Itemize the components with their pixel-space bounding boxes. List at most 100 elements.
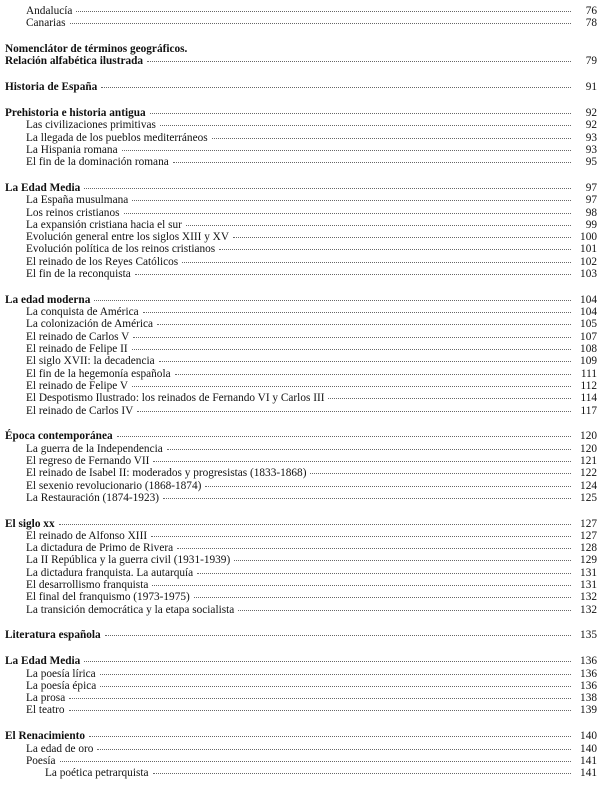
entry-title: La guerra de la Independencia xyxy=(26,442,163,455)
dot-leader xyxy=(238,609,571,611)
page-number: 114 xyxy=(580,392,597,405)
page-number: 93 xyxy=(585,131,597,144)
entry-title: El fin de la dominación romana xyxy=(26,156,169,169)
dot-leader xyxy=(205,485,571,487)
page-number: 129 xyxy=(580,554,597,567)
page-number: 92 xyxy=(585,106,597,119)
toc-entry: La colonización de América 105 xyxy=(0,318,600,330)
toc-entry: El reinado de Alfonso XIII 127 xyxy=(0,530,600,542)
page-number: 104 xyxy=(580,306,597,319)
entry-title: El desarrollismo franquista xyxy=(26,579,149,592)
dot-leader xyxy=(84,187,571,189)
page-number: 132 xyxy=(580,591,597,604)
toc-section: La Edad Media 97 La España musulmana 97 Los … xyxy=(0,182,600,280)
entry-title: Poesía xyxy=(26,754,56,767)
toc-entry: La dictadura franquista. La autarquía 131 xyxy=(0,567,600,579)
toc-heading: El siglo xx 127 xyxy=(0,518,600,530)
page-number: 140 xyxy=(580,742,597,755)
dot-leader xyxy=(101,87,571,89)
page-number: 127 xyxy=(580,517,597,530)
toc-entry: La llegada de los pueblos mediterráneos 9… xyxy=(0,132,600,144)
page-number: 124 xyxy=(580,479,597,492)
dot-leader xyxy=(100,685,571,687)
toc-entry: La poesía épica 136 xyxy=(0,680,600,692)
page-number: 140 xyxy=(580,730,597,743)
page-number: 141 xyxy=(580,767,597,780)
page-number: 136 xyxy=(580,655,597,668)
toc-entry: El reinado de Felipe V 112 xyxy=(0,380,600,392)
entry-title: Relación alfabética ilustrada xyxy=(5,55,144,68)
page-number: 98 xyxy=(585,206,597,219)
dot-leader xyxy=(219,249,571,251)
entry-title: La dictadura franquista. La autarquía xyxy=(26,566,194,579)
toc-entry: El reinado de Carlos V 107 xyxy=(0,331,600,343)
dot-leader xyxy=(182,261,571,263)
entry-title: Andalucía xyxy=(26,5,73,17)
dot-leader xyxy=(116,436,571,438)
dot-leader xyxy=(69,698,571,700)
toc-section: Nomenclátor de términos geográficos. Rela… xyxy=(0,43,600,68)
toc-entry: El siglo XVII: la decadencia 109 xyxy=(0,355,600,367)
toc-entry: La dictadura de Primo de Rivera 128 xyxy=(0,542,600,554)
toc-heading: Relación alfabética ilustrada 79 xyxy=(0,55,600,67)
dot-leader xyxy=(76,11,571,12)
entry-title: Evolución política de los reinos cristia… xyxy=(26,243,216,256)
toc-entry: Evolución política de los reinos cristia… xyxy=(0,243,600,255)
toc-section: El Renacimiento 140 La edad de oro 140 Poesí… xyxy=(0,730,600,779)
dot-leader xyxy=(163,497,571,499)
toc-entry: Evolución general entre los siglos XIII … xyxy=(0,231,600,243)
toc-entry: La poética petrarquista 141 xyxy=(0,767,600,779)
page-number: 91 xyxy=(585,81,597,94)
toc-entry: La España musulmana 97 xyxy=(0,194,600,206)
toc-heading: Nomenclátor de términos geográficos. xyxy=(0,43,600,55)
toc-section: Época contemporánea 120 La guerra de la In… xyxy=(0,430,600,504)
page-number: 92 xyxy=(585,119,597,132)
dot-leader xyxy=(234,560,571,562)
dot-leader xyxy=(133,336,571,338)
page-number: 122 xyxy=(580,467,597,480)
entry-title: La poética petrarquista xyxy=(45,767,149,780)
entry-title: La poesía épica xyxy=(26,679,97,692)
toc-section: Prehistoria e historia antigua 92 Las civi… xyxy=(0,107,600,168)
toc-section: Literatura española 135 xyxy=(0,629,600,641)
page-number: 120 xyxy=(580,442,597,455)
page-number: 102 xyxy=(580,255,597,268)
dot-leader xyxy=(59,760,571,762)
page-number: 139 xyxy=(580,704,597,717)
toc-entry: La transición democrática y la etapa soc… xyxy=(0,604,600,616)
toc-entry: La conquista de América 104 xyxy=(0,306,600,318)
dot-leader xyxy=(132,200,571,202)
entry-title: La colonización de América xyxy=(26,318,154,331)
toc-entry: El final del franquismo (1973-1975) 132 xyxy=(0,591,600,603)
dot-leader xyxy=(157,324,571,326)
entry-title: El reinado de Carlos V xyxy=(26,330,130,343)
toc-entry: El Despotismo Ilustrado: los reinados de… xyxy=(0,392,600,404)
toc-entry: El reinado de Isabel II: moderados y pro… xyxy=(0,467,600,479)
dot-leader xyxy=(104,635,571,637)
dot-leader xyxy=(147,61,571,63)
toc-heading: Prehistoria e historia antigua 92 xyxy=(0,107,600,119)
entry-title: El reinado de Felipe II xyxy=(26,343,128,356)
page-number: 138 xyxy=(580,692,597,705)
entry-title: La llegada de los pueblos mediterráneos xyxy=(26,131,208,144)
entry-title: El reinado de los Reyes Católicos xyxy=(26,255,179,268)
dot-leader xyxy=(159,125,571,127)
toc-entry: Los reinos cristianos 98 xyxy=(0,207,600,219)
dot-leader xyxy=(123,212,571,214)
entry-title: El fin de la reconquista xyxy=(26,268,131,281)
entry-title: El fin de la hegemonía española xyxy=(26,367,171,380)
toc-entry: El reinado de Carlos IV 117 xyxy=(0,405,600,417)
toc-entry: Las civilizaciones primitivas 92 xyxy=(0,119,600,131)
toc-entry: Andalucía 76 xyxy=(0,5,600,17)
entry-title: Las civilizaciones primitivas xyxy=(26,119,156,132)
toc-entry: El regreso de Fernando VII 121 xyxy=(0,455,600,467)
dot-leader xyxy=(97,748,571,750)
page-number: 135 xyxy=(580,629,597,642)
toc-entry: La guerra de la Independencia 120 xyxy=(0,443,600,455)
page-number: 93 xyxy=(585,143,597,156)
page-number: 127 xyxy=(580,529,597,542)
dot-leader xyxy=(149,112,571,114)
toc-entry: El desarrollismo franquista 131 xyxy=(0,579,600,591)
toc-entry: El teatro 139 xyxy=(0,704,600,716)
entry-title: La España musulmana xyxy=(26,194,129,207)
